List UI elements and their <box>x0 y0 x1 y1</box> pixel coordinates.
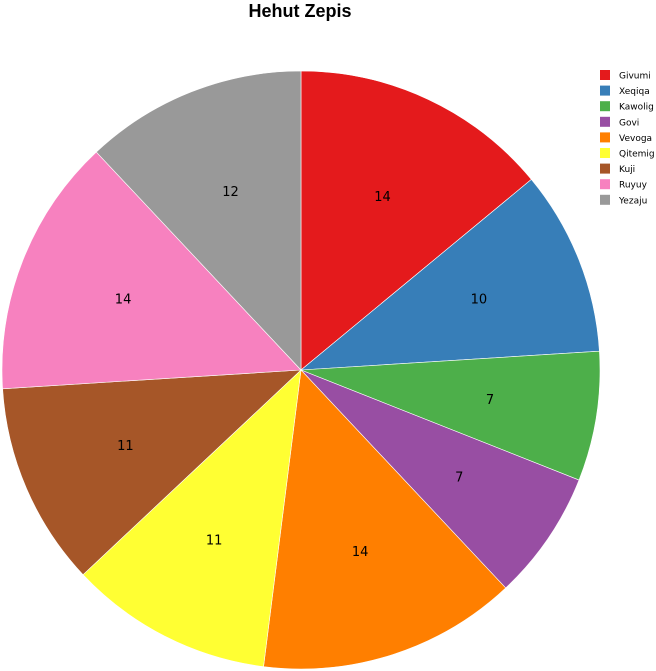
slice-label-givumi: 14 <box>374 190 391 205</box>
legend-label-ruyuy: Ruyuy <box>619 181 648 191</box>
legend-label-qitemig: Qitemig <box>619 150 655 160</box>
pie-slice-vevoga <box>263 369 507 670</box>
pie-slice-yezaju <box>95 70 302 371</box>
legend-swatch-yezaju <box>600 194 610 205</box>
legend-label-givumi: Givumi <box>619 72 651 82</box>
chart-title: Hehut Zepis <box>248 1 352 21</box>
legend-label-yezaju: Yezaju <box>618 196 647 206</box>
legend-swatch-kuji <box>600 163 610 174</box>
slice-label-xeqiqa: 10 <box>471 293 488 308</box>
legend-swatch-xeqiqa <box>600 85 610 96</box>
pie-slice-qitemig <box>82 369 302 667</box>
pie-slices <box>1 70 601 670</box>
legend-swatch-govi <box>600 116 610 127</box>
legend-label-kuji: Kuji <box>619 165 635 175</box>
slice-label-qitemig: 11 <box>206 534 223 549</box>
pie-slice-givumi <box>300 70 532 371</box>
legend-label-kawolig: Kawolig <box>619 103 654 113</box>
legend-swatch-kawolig <box>600 101 610 112</box>
legend-swatch-givumi <box>600 70 610 80</box>
slice-label-kawolig: 7 <box>486 393 494 408</box>
pie-slice-ruyuy <box>1 151 302 390</box>
legend-label-govi: Govi <box>619 118 639 128</box>
pie-slice-xeqiqa <box>300 178 600 371</box>
slice-label-ruyuy: 14 <box>115 293 132 308</box>
slice-label-govi: 7 <box>455 471 463 486</box>
slice-label-vevoga: 14 <box>352 545 369 560</box>
slice-label-yezaju: 12 <box>222 185 239 200</box>
pie-slice-kawolig <box>300 350 601 481</box>
legend-label-vevoga: Vevoga <box>619 134 652 144</box>
legend-swatch-ruyuy <box>600 179 610 190</box>
legend-swatch-vevoga <box>600 132 610 143</box>
pie-slice-kuji <box>2 369 302 576</box>
legend: Givumi Xeqiqa Kawolig Govi Vevoga Qitemig Kuji… <box>600 70 655 206</box>
slice-labels: 14 10 7 7 14 11 11 14 12 <box>115 185 494 560</box>
slice-label-kuji: 11 <box>117 439 134 454</box>
legend-label-xeqiqa: Xeqiqa <box>619 87 650 97</box>
pie-slice-govi <box>300 369 580 589</box>
legend-swatch-qitemig <box>600 148 610 158</box>
